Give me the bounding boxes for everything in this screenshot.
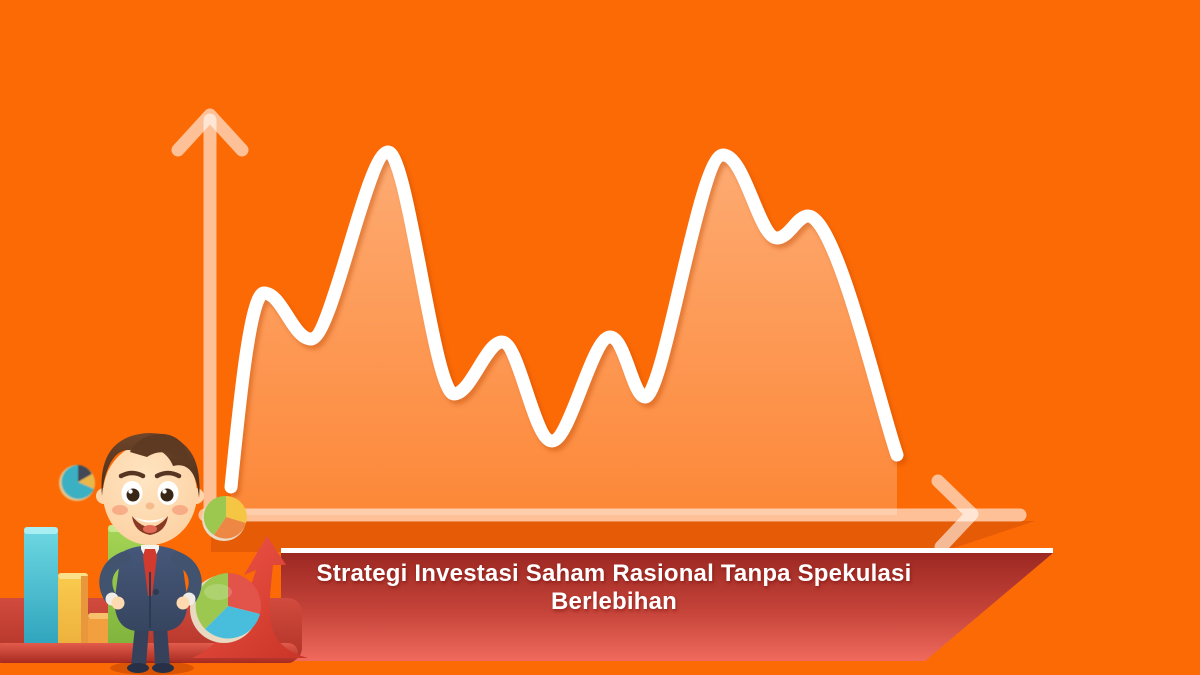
pie-large-highlight [204,584,232,600]
businessman-character [96,433,204,675]
pie-medium-slice-yellow [226,496,247,523]
banner-top-line [281,548,1053,553]
axis-shadow-band [211,521,1035,552]
pie-medium-slice-orange [214,517,246,539]
character-iris-right [160,488,174,502]
pie-large-slice-blue [205,606,260,639]
bar-yellow [58,576,88,648]
pie-chart-large-icon [190,573,261,643]
character-iris-left [126,488,140,502]
character-cheek-right [172,505,188,515]
character-leg-right [153,626,170,666]
bar-amber-top [88,613,110,619]
character-nose [145,502,155,510]
bar-yellow-side [81,576,88,648]
pie-chart-small-icon [59,465,95,501]
x-axis [198,474,1027,554]
banner-body [281,553,1053,661]
character-leg-left [131,626,149,666]
character-brow-right [154,470,182,479]
pie-chart-medium-icon [202,495,247,541]
chart-area-fill [231,152,897,515]
bar-teal [24,530,58,648]
character-arm-right [170,551,202,604]
y-axis [171,108,249,523]
character-mouth [132,516,168,535]
pie-small-slice-dark [78,465,92,482]
banner-title-line1: Strategi Investasi Saham Rasional Tanpa … [316,560,912,587]
pie-large-slice-red [228,573,261,614]
character-shoe-right [152,663,174,673]
character-shoe-left [127,663,149,673]
character-eye-glint-left [128,489,133,494]
banner-title-line2: Berlebihan [550,588,678,615]
character-tongue [143,525,157,533]
bar-teal-top [24,527,58,534]
character-cheek-left [112,505,128,515]
character-arm-left [99,551,131,604]
finance-illustration [0,433,308,675]
character-teeth [134,517,166,523]
bar-amber [88,616,110,648]
pie-small-slice-amber [78,474,95,489]
character-hand-right [176,596,190,610]
character-face [103,443,197,545]
x-axis-arrow-icon [931,474,979,554]
y-axis-arrow-icon [171,108,249,157]
banner-title: Strategi Investasi Saham Rasional Tanpa … [300,560,928,616]
character-eye-glint-right [162,489,167,494]
pie-small-slice-teal [61,465,94,499]
character-hair-quiff [130,433,189,466]
character-brow-left [118,470,146,479]
bar-yellow-top [58,573,88,579]
title-banner [281,548,1053,661]
line-chart [171,108,1035,554]
price-curve [224,145,904,494]
character-hand-left [111,596,125,610]
character-jacket-button [153,589,159,595]
pie-medium-slice-green [203,495,226,535]
pie-large-slice-green [195,573,228,629]
